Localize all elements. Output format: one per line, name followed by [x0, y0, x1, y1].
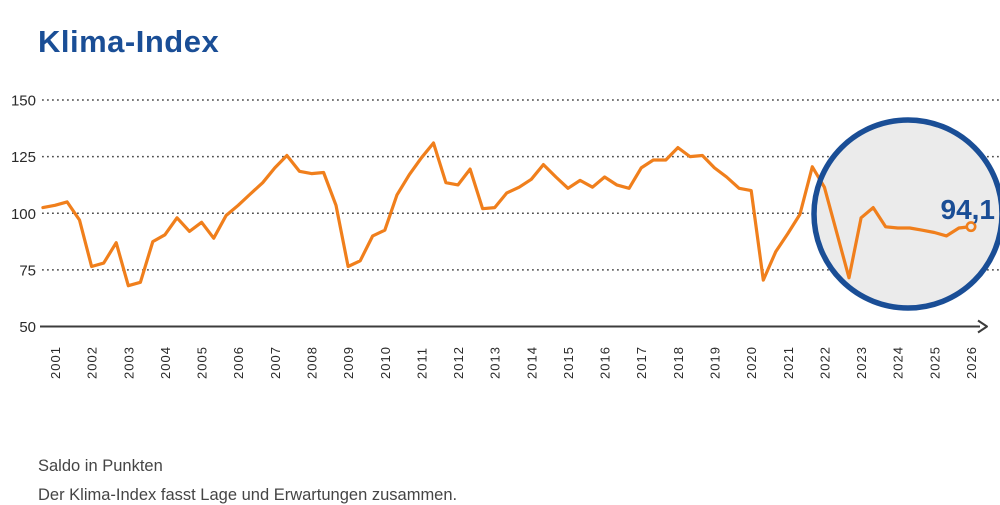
x-tick-label: 2022 [817, 346, 832, 379]
x-axis-arrow-icon [977, 319, 988, 334]
x-tick-label: 2013 [488, 346, 503, 379]
y-tick-label: 75 [19, 262, 36, 279]
x-axis-labels: 2001 2002 2003 2004 2005 2006 2007 2008 2009 2010… [48, 346, 979, 379]
x-tick-label: 2020 [744, 346, 759, 379]
x-tick-label: 2002 [85, 346, 100, 379]
y-tick-label: 125 [11, 149, 36, 166]
last-point-marker [965, 221, 977, 233]
x-tick-label: 2006 [231, 346, 246, 379]
x-axis [40, 319, 988, 334]
x-tick-label: 2014 [524, 346, 539, 379]
x-tick-label: 2001 [48, 346, 63, 379]
x-tick-label: 2024 [891, 346, 906, 379]
x-tick-label: 2007 [268, 346, 283, 379]
y-tick-label: 100 [11, 206, 36, 223]
x-tick-label: 2003 [121, 346, 136, 379]
x-tick-label: 2015 [561, 346, 576, 379]
chart-footnote: Saldo in Punkten Der Klima-Index fasst L… [38, 452, 457, 505]
x-tick-label: 2018 [671, 346, 686, 379]
footnote-description: Der Klima-Index fasst Lage und Erwartung… [38, 486, 458, 504]
x-tick-label: 2026 [964, 346, 979, 379]
x-tick-label: 2008 [304, 346, 319, 379]
index-line [41, 141, 973, 288]
highlight-circle-ring [811, 117, 1000, 311]
x-tick-label: 2019 [708, 346, 723, 379]
page-title: Klima-Index [38, 24, 220, 59]
y-tick-label: 150 [11, 93, 36, 110]
x-tick-label: 2025 [927, 346, 942, 379]
x-tick-label: 2017 [634, 346, 649, 379]
footnote-unit: Saldo in Punkten [38, 457, 163, 475]
x-tick-label: 2011 [414, 347, 429, 379]
x-tick-label: 2009 [341, 346, 356, 379]
y-axis-labels: 50 75 100 125 150 [11, 93, 36, 337]
x-tick-label: 2004 [158, 346, 173, 379]
last-value-label: 94,1 [941, 194, 996, 225]
x-tick-label: 2021 [781, 346, 796, 379]
x-tick-label: 2023 [854, 346, 869, 379]
x-tick-label: 2012 [451, 346, 466, 379]
highlight-circle-fill [814, 120, 1000, 308]
y-tick-label: 50 [19, 319, 36, 336]
x-tick-label: 2010 [378, 346, 393, 379]
x-tick-label: 2016 [598, 346, 613, 379]
x-tick-label: 2005 [195, 346, 210, 379]
